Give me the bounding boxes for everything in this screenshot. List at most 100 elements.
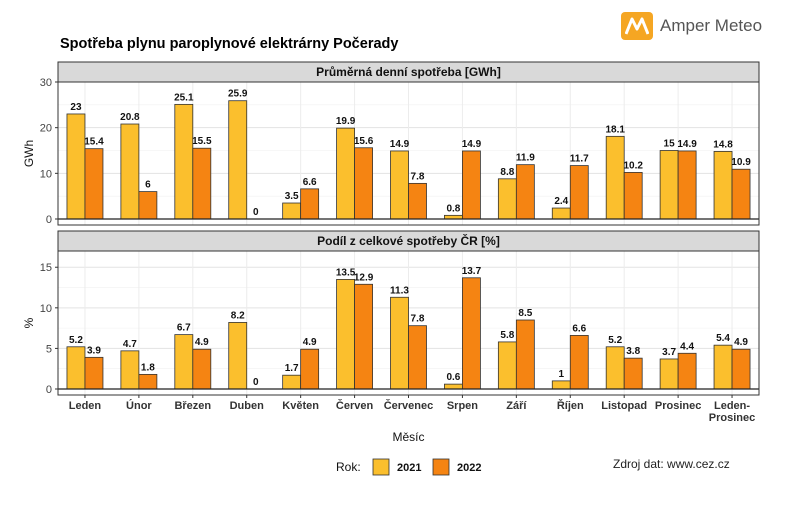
bar-value-label: 25.1 (174, 92, 194, 103)
bar-value-label: 18.1 (605, 124, 625, 135)
bar-value-label: 3.5 (285, 191, 299, 202)
bar-value-label: 14.8 (713, 139, 733, 150)
bar-2022 (462, 150, 481, 220)
y-axis-label: GWh (22, 140, 36, 167)
bar-2021 (282, 202, 302, 220)
y-tick-label: 0 (46, 384, 52, 396)
bar-2021 (551, 380, 571, 390)
bar-value-label: 8.5 (518, 308, 532, 319)
bar-value-label: 1.7 (285, 363, 299, 374)
bar-2021 (66, 113, 86, 220)
x-tick-label: Květen (282, 400, 319, 412)
x-tick-label: Listopad (601, 400, 647, 412)
bar-2022 (354, 147, 373, 220)
bar-value-label: 5.2 (608, 335, 622, 346)
bar-2022 (354, 283, 373, 390)
bar-2021 (120, 350, 140, 390)
bar-value-label: 3.9 (87, 345, 101, 356)
bar-2021 (228, 322, 248, 390)
bar-2021 (66, 346, 86, 390)
bar-2021 (120, 123, 140, 220)
panel-strip-label: Průměrná denní spotřeba [GWh] (316, 65, 501, 79)
x-tick-label: Leden (69, 400, 102, 412)
bar-value-label: 1.8 (141, 362, 155, 373)
brand-name: Amper Meteo (660, 16, 763, 35)
bar-value-label: 15.5 (192, 136, 212, 147)
bar-2022 (300, 188, 320, 220)
x-tick-label: Březen (174, 400, 211, 412)
bar-value-label: 6.6 (572, 323, 586, 334)
bar-value-label: 5.2 (69, 335, 83, 346)
bar-value-label: 0.6 (446, 372, 460, 383)
x-tick-label: Červen (336, 399, 374, 412)
bar-2022 (677, 352, 697, 390)
y-tick-label: 30 (40, 77, 52, 89)
bar-value-label: 13.5 (336, 267, 356, 278)
bar-value-label: 11.9 (516, 153, 535, 164)
x-tick-label: Leden-Prosinec (709, 400, 755, 424)
x-axis-label: Měsíc (392, 430, 424, 444)
bar-2021 (659, 358, 679, 390)
bar-2021 (713, 344, 733, 390)
bar-2022 (300, 348, 320, 390)
bar-2021 (659, 150, 679, 220)
bar-value-label: 14.9 (390, 139, 410, 150)
bar-value-label: 10.2 (623, 160, 643, 171)
bar-value-label: 15.6 (354, 136, 374, 147)
x-tick-label: Červenec (384, 399, 434, 412)
chart-title: Spotřeba plynu paroplynové elektrárny Po… (60, 36, 399, 52)
bar-2022 (623, 172, 643, 220)
bar-value-label: 13.7 (462, 266, 482, 277)
bar-2022 (731, 168, 751, 220)
bar-value-label: 3.8 (626, 346, 640, 357)
bar-value-label: 4.9 (195, 337, 209, 348)
legend-swatch-2022 (432, 458, 450, 476)
bar-2022 (462, 277, 481, 390)
y-tick-label: 0 (46, 214, 52, 226)
bar-2022 (192, 348, 212, 390)
bar-2022 (84, 356, 104, 390)
y-tick-label: 20 (40, 123, 52, 135)
x-tick-label: Říjen (557, 399, 584, 412)
bar-value-label: 6 (145, 180, 151, 191)
bar-2021 (228, 100, 248, 220)
legend-label: 2021 (397, 462, 421, 474)
bar-2022 (731, 348, 751, 390)
bar-value-label: 1 (558, 369, 564, 380)
y-axis-label: % (22, 317, 36, 328)
bar-value-label: 25.9 (228, 89, 248, 100)
bar-value-label: 5.8 (500, 330, 514, 341)
bar-value-label: 8.2 (231, 310, 245, 321)
bar-2021 (174, 103, 194, 220)
bar-value-label: 6.6 (303, 177, 317, 188)
bar-value-label: 4.7 (123, 339, 137, 350)
bar-2021 (336, 279, 355, 390)
bar-value-label: 20.8 (120, 112, 140, 123)
bar-2022 (408, 182, 427, 220)
bar-value-label: 0 (253, 377, 259, 388)
x-tick-label: Duben (230, 400, 265, 412)
bar-2021 (497, 178, 517, 220)
bar-2021 (390, 296, 409, 390)
legend-swatch-2021 (372, 458, 390, 476)
bar-value-label: 11.3 (390, 285, 409, 296)
bar-value-label: 6.7 (177, 323, 191, 334)
x-tick-label: Srpen (447, 400, 478, 412)
panel-border (57, 81, 760, 226)
bar-2021 (444, 383, 463, 390)
bar-2021 (551, 207, 571, 220)
bar-value-label: 14.9 (677, 139, 697, 150)
bar-value-label: 11.7 (570, 154, 589, 165)
legend-title: Rok: (336, 460, 361, 474)
amper-meteo-logo-icon (621, 12, 653, 40)
bar-2022 (515, 319, 535, 390)
bar-value-label: 4.9 (303, 337, 317, 348)
bar-value-label: 23 (70, 102, 82, 113)
brand: Amper Meteo (621, 12, 762, 40)
bar-value-label: 12.9 (354, 272, 374, 283)
bar-value-label: 15 (664, 139, 676, 150)
bar-2021 (713, 151, 733, 220)
source-note: Zdroj dat: www.cez.cz (613, 457, 730, 471)
bar-2022 (84, 148, 104, 220)
bar-2021 (282, 374, 302, 390)
